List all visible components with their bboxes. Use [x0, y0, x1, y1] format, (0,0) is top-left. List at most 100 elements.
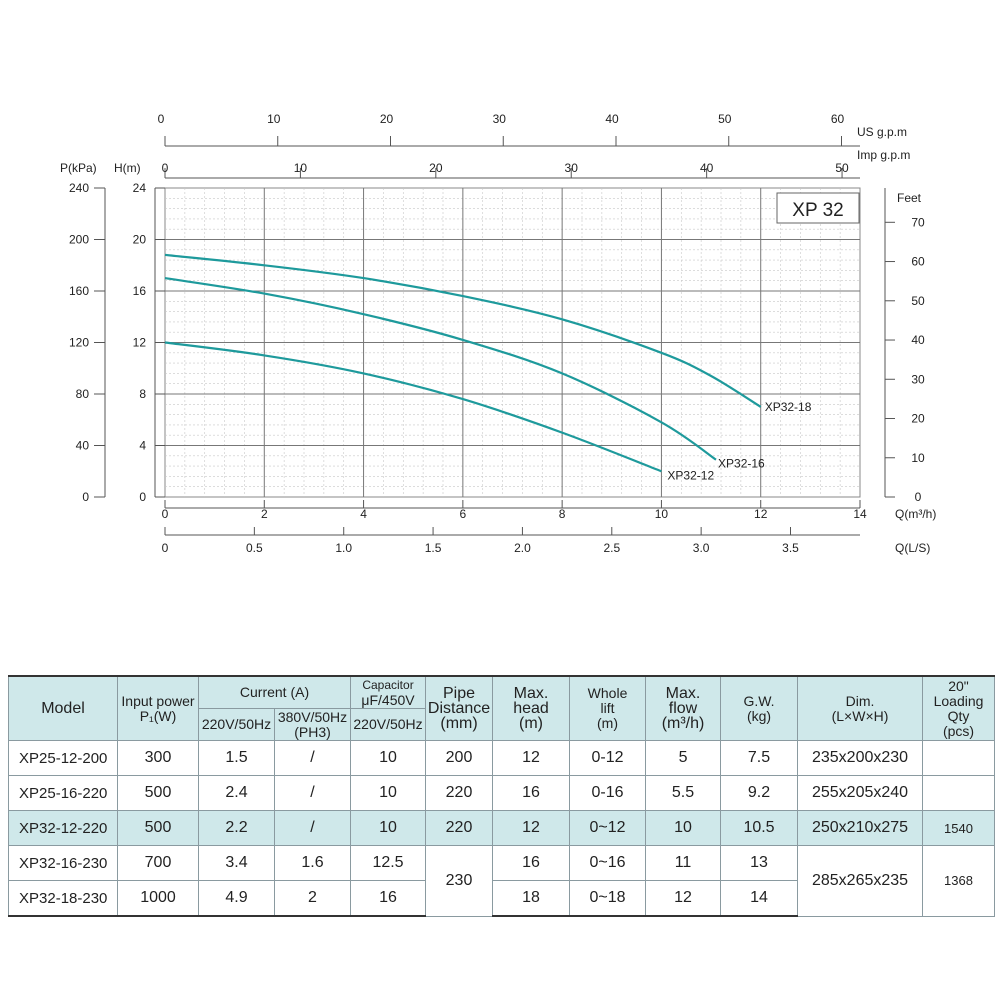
- feet-tick-label: 70: [911, 215, 925, 229]
- imp-gpm-tick-label: 30: [565, 161, 579, 175]
- flow-tick-label: 8: [559, 507, 566, 521]
- curve-label-xp32-12: XP32-12: [667, 468, 714, 482]
- chart-axes: P(kPa) H(m)0408012016020024004812162024Fe…: [60, 112, 936, 555]
- chart-title-box: XP 32: [776, 192, 860, 224]
- cell-head: 18: [492, 880, 571, 917]
- cell-current-3ph: 1.6: [273, 845, 352, 881]
- cell-dim: 255x205x240: [797, 775, 924, 811]
- cell-capacitor: 12.5: [350, 845, 427, 881]
- ls-tick-label: 3.0: [693, 541, 710, 555]
- header-whole-lift: Whole lift (m): [569, 675, 647, 741]
- pressure-tick-label: 200: [69, 233, 89, 247]
- ls-tick-label: 0.5: [246, 541, 263, 555]
- imp-gpm-tick-label: 20: [429, 161, 443, 175]
- header-max-flow: Max. flow (m³/h): [645, 675, 722, 741]
- cell-qty: [922, 775, 996, 811]
- cell-gw: 13: [720, 845, 799, 881]
- cell-head: 12: [492, 810, 571, 846]
- pressure-tick-label: 0: [82, 490, 89, 504]
- cell-flow: 11: [645, 845, 722, 881]
- curve-xp32-18: [164, 253, 762, 408]
- spec-table: Model Input power P₁(W) Current (A) Capac…: [8, 675, 996, 917]
- header-current-1ph: 220V/50Hz: [198, 708, 275, 741]
- cell-dim: 285x265x235: [797, 845, 924, 917]
- header-capacitor-voltage: 220V/50Hz: [350, 708, 427, 741]
- cell-capacitor: 10: [350, 740, 427, 776]
- cell-current-1ph: 1.5: [198, 740, 275, 776]
- cell-gw: 9.2: [720, 775, 799, 811]
- cell-pipe: 200: [425, 740, 494, 776]
- cell-pipe: 220: [425, 775, 494, 811]
- us-gpm-axis-title: US g.p.m: [857, 125, 907, 139]
- ls-axis-title: Q(L/S): [895, 541, 930, 555]
- feet-tick-label: 20: [911, 412, 925, 426]
- head-tick-label: 16: [133, 284, 147, 298]
- pressure-tick-label: 120: [69, 336, 89, 350]
- cell-gw: 7.5: [720, 740, 799, 776]
- chart-title: XP 32: [792, 200, 843, 221]
- flow-tick-label: 4: [360, 507, 367, 521]
- pump-performance-chart: P(kPa) H(m)0408012016020024004812162024Fe…: [60, 112, 936, 555]
- cell-current-3ph: /: [273, 775, 352, 811]
- feet-tick-label: 50: [911, 294, 925, 308]
- header-dim: Dim. (L×W×H): [797, 675, 924, 741]
- cell-flow: 12: [645, 880, 722, 917]
- cell-capacitor: 16: [350, 880, 427, 917]
- header-current-3ph: 380V/50Hz (PH3): [273, 708, 352, 741]
- cell-head: 12: [492, 740, 571, 776]
- cell-power: 1000: [117, 880, 199, 917]
- cell-capacitor: 10: [350, 810, 427, 846]
- imp-gpm-tick-label: 50: [835, 161, 849, 175]
- chart-grid: [164, 187, 861, 498]
- cell-qty: [922, 740, 996, 776]
- cell-lift: 0~12: [569, 810, 647, 846]
- cell-pipe: 230: [425, 845, 494, 917]
- us-gpm-tick-label: 60: [831, 112, 845, 126]
- header-pipe-distance: Pipe Distance (mm): [425, 675, 494, 741]
- curve-xp32-16: [164, 277, 717, 461]
- cell-current-1ph: 2.2: [198, 810, 275, 846]
- header-loading-qty: 20" Loading Qty (pcs): [922, 675, 996, 741]
- header-input-power: Input power P₁(W): [117, 675, 199, 741]
- head-tick-label: 4: [139, 439, 146, 453]
- cell-flow: 10: [645, 810, 722, 846]
- feet-tick-label: 10: [911, 451, 925, 465]
- header-capacitor: Capacitor μF/450V: [350, 675, 427, 709]
- head-tick-label: 12: [133, 336, 147, 350]
- flow-tick-label: 14: [853, 507, 867, 521]
- curve-xp32-12: [164, 341, 662, 473]
- head-tick-label: 8: [139, 387, 146, 401]
- flow-tick-label: 10: [655, 507, 669, 521]
- header-model: Model: [8, 675, 118, 741]
- pressure-tick-label: 40: [76, 439, 90, 453]
- head-tick-label: 20: [133, 233, 147, 247]
- cell-current-3ph: /: [273, 740, 352, 776]
- pressure-tick-label: 240: [69, 181, 89, 195]
- feet-tick-label: 60: [911, 255, 925, 269]
- header-current: Current (A): [197, 675, 352, 709]
- cell-gw: 10.5: [720, 810, 799, 846]
- table-row: XP25-12-200 300 1.5 / 10 200 12 0-12 5 7…: [8, 740, 996, 776]
- ls-tick-label: 1.0: [335, 541, 352, 555]
- cell-model: XP32-16-230: [8, 845, 118, 881]
- flow-tick-label: 12: [754, 507, 768, 521]
- ls-tick-label: 1.5: [425, 541, 442, 555]
- flow-tick-label: 0: [162, 507, 169, 521]
- cell-qty: 1368: [922, 845, 996, 917]
- table-row: XP32-12-220 500 2.2 / 10 220 12 0~12 10 …: [8, 810, 996, 846]
- head-tick-label: 24: [133, 181, 147, 195]
- imp-gpm-axis-title: Imp g.p.m: [857, 148, 910, 162]
- pressure-tick-label: 160: [69, 284, 89, 298]
- table-row: XP25-16-220 500 2.4 / 10 220 16 0-16 5.5…: [8, 775, 996, 811]
- header-gw: G.W. (kg): [720, 675, 799, 741]
- curve-label-xp32-16: XP32-16: [718, 457, 765, 471]
- cell-flow: 5: [645, 740, 722, 776]
- table-row: XP32-18-230 1000 4.9 2 16 18 0~18 12 14: [8, 880, 995, 917]
- cell-head: 16: [492, 845, 571, 881]
- cell-power: 500: [117, 775, 199, 811]
- us-gpm-tick-label: 40: [605, 112, 619, 126]
- cell-current-1ph: 2.4: [198, 775, 275, 811]
- cell-lift: 0~16: [569, 845, 647, 881]
- us-gpm-tick-label: 30: [493, 112, 507, 126]
- cell-head: 16: [492, 775, 571, 811]
